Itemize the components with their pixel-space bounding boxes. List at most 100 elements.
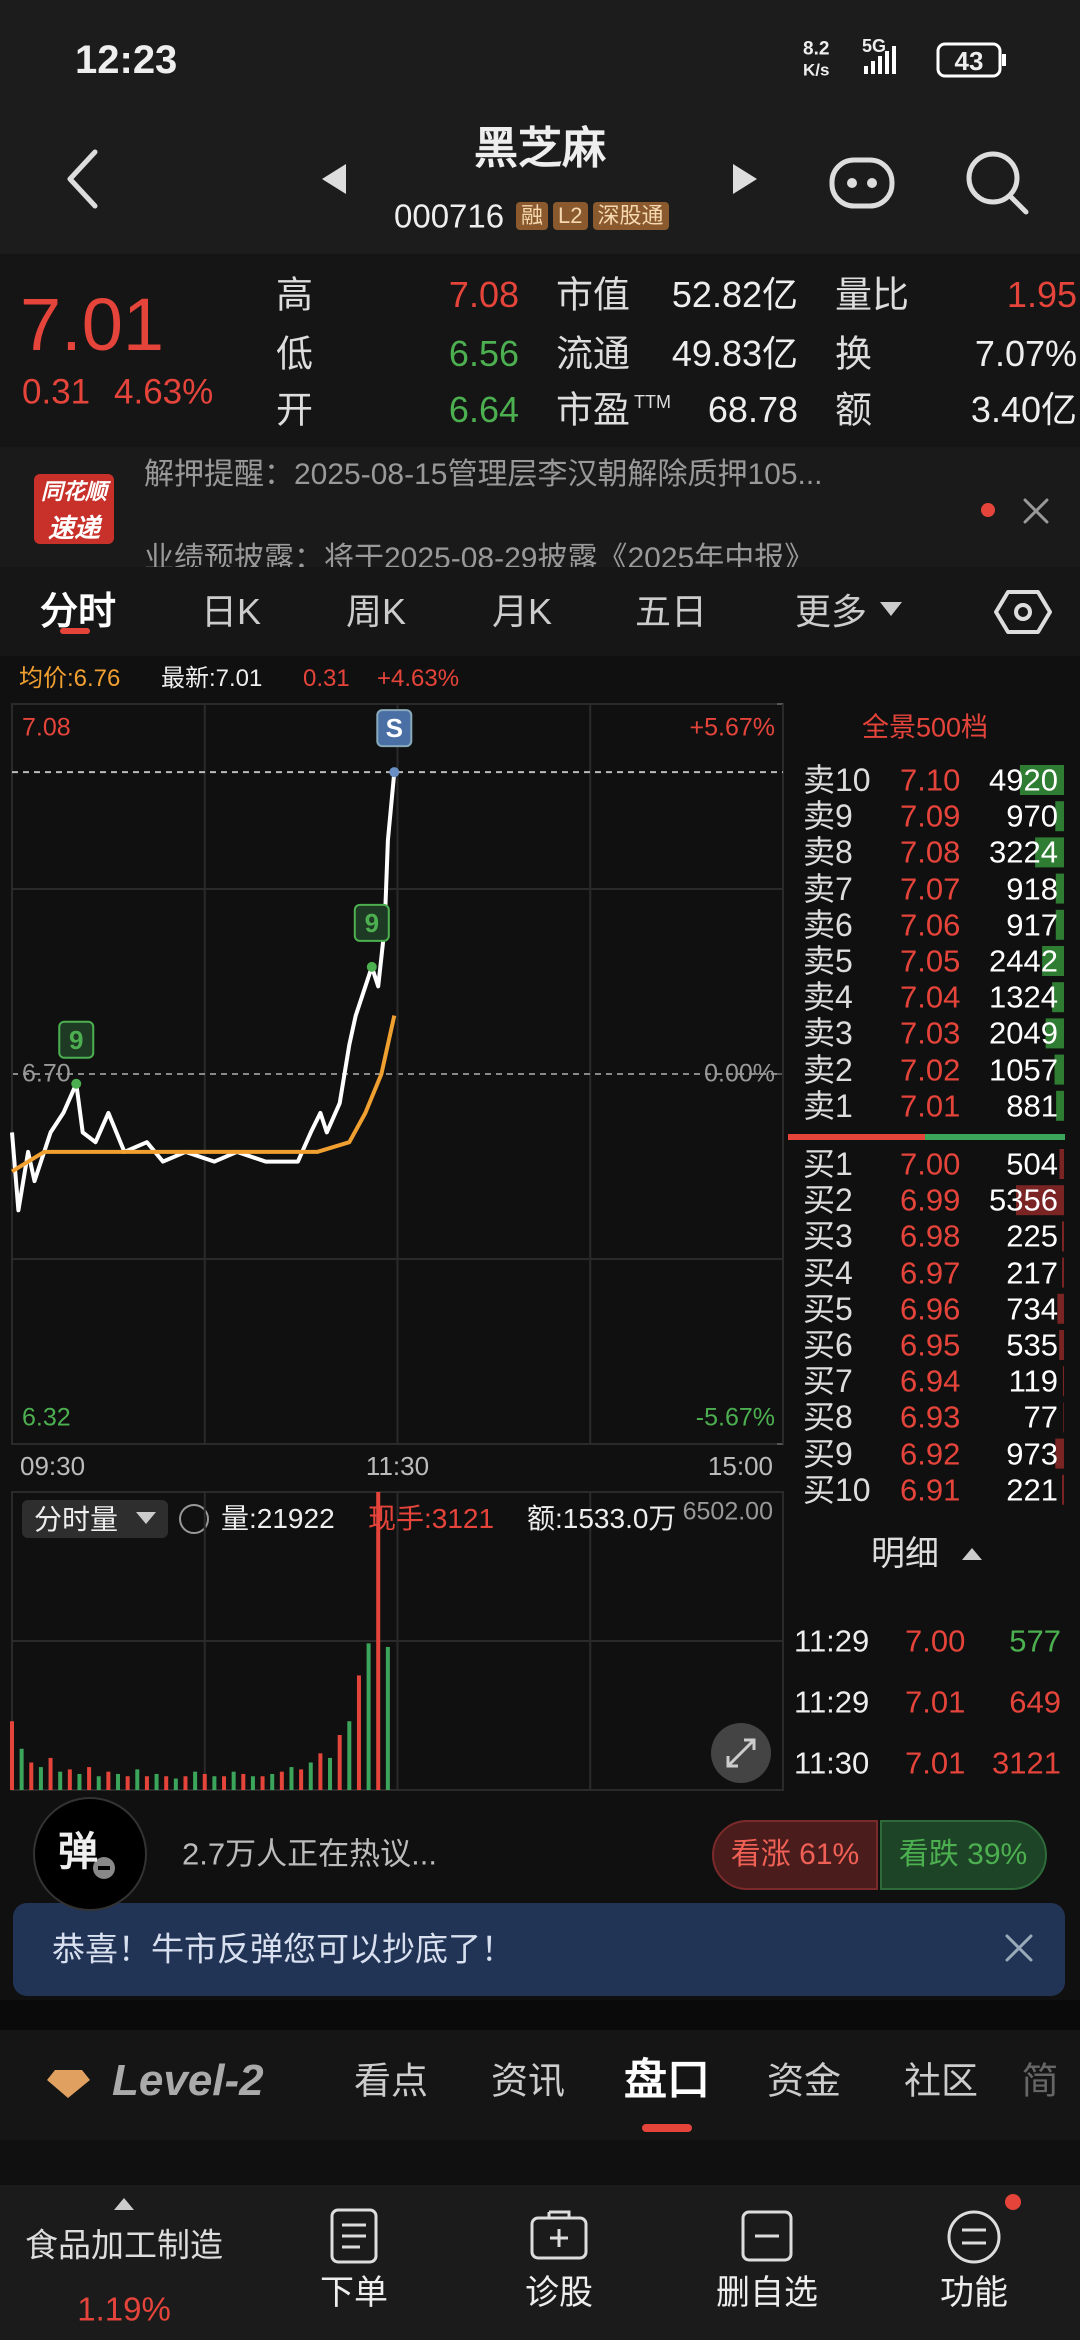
volume-bar <box>279 1771 284 1790</box>
avg-line <box>10 1015 397 1174</box>
sector-name[interactable]: 食品加工制造 <box>25 2226 223 2264</box>
stat-label: 流通 <box>556 333 630 375</box>
stat-label: 量比 <box>835 274 909 316</box>
book-price: 7.09 <box>900 798 961 834</box>
badges: 融 L2 深股通 <box>516 202 669 230</box>
book-volume: 77 <box>1023 1399 1058 1435</box>
y-tick-label: 6.32 <box>22 1403 71 1432</box>
volume-bar <box>231 1771 236 1790</box>
bear-pill[interactable] <box>880 1820 1047 1890</box>
depth-bar <box>1062 1474 1064 1505</box>
nav-item[interactable]: 功能 <box>940 2274 1008 2312</box>
chart-tab[interactable]: 日K <box>200 591 262 632</box>
book-price: 6.92 <box>900 1436 961 1472</box>
trade-volume: 577 <box>1009 1623 1061 1659</box>
next-stock[interactable] <box>733 164 757 194</box>
chart-tab[interactable]: 更多 <box>794 591 868 632</box>
y2-tick-label: 0.00% <box>704 1059 775 1088</box>
chart-tab[interactable]: 五日 <box>634 591 708 632</box>
volume-bar <box>385 1646 390 1790</box>
chart-tab[interactable]: 月K <box>491 591 553 632</box>
stat-label-sup: TTM <box>634 392 671 412</box>
trade-price: 7.00 <box>905 1623 966 1659</box>
marker-flag <box>353 903 390 942</box>
book-price: 7.01 <box>900 1088 961 1124</box>
volume-bar <box>38 1767 43 1790</box>
bear-vote[interactable]: 看跌 39% <box>898 1838 1028 1871</box>
trades-title[interactable]: 明细 <box>871 1535 939 1573</box>
bull-vote[interactable]: 看涨 61% <box>730 1838 860 1871</box>
signal <box>864 46 896 74</box>
battery-level: 43 <box>954 46 984 76</box>
book-volume: 3224 <box>989 834 1058 870</box>
banner-text: 恭喜！牛市反弹您可以抄底了！ <box>52 1930 514 1968</box>
chart-tab[interactable]: 周K <box>345 591 407 632</box>
section-tab[interactable]: 看点 <box>354 2060 428 2102</box>
book-volume: 1324 <box>989 979 1058 1015</box>
change: 0.31 <box>303 665 350 692</box>
volume-bar <box>222 1776 227 1790</box>
stat-value: 6.56 <box>448 333 519 374</box>
notice-item: 解押提醒：2025-08-15管理层李汉朝解除质押105... <box>144 458 823 491</box>
book-level: 卖2 <box>803 1051 853 1088</box>
section-tab[interactable]: 资金 <box>767 2060 841 2102</box>
y2-tick-label: +5.67% <box>689 713 776 742</box>
volume-bar <box>135 1769 140 1790</box>
volume-bar <box>10 1721 14 1790</box>
volume-bar <box>19 1748 24 1790</box>
book-price: 6.99 <box>900 1182 961 1218</box>
price-change-pct: 4.63% <box>114 372 214 412</box>
volume-bar <box>337 1735 342 1790</box>
depth-bar <box>1061 1221 1064 1252</box>
section-tab[interactable]: 资讯 <box>491 2060 565 2102</box>
discussion-text[interactable]: 2.7万人正在热议... <box>182 1836 437 1872</box>
volume-bar <box>193 1771 198 1790</box>
chart-tab[interactable]: 分时 <box>39 591 117 633</box>
brand-logo <box>34 474 114 544</box>
battery <box>936 42 1002 78</box>
detail-arrow <box>962 1548 982 1560</box>
section-tab[interactable]: Level-2 <box>112 2056 264 2105</box>
book-level: 卖9 <box>803 798 853 835</box>
back-icon[interactable] <box>67 149 98 209</box>
book-level: 买10 <box>803 1471 871 1508</box>
depth-bar <box>1016 1185 1064 1216</box>
volume-bar <box>173 1778 178 1790</box>
prev-stock[interactable] <box>322 164 346 194</box>
book-divider-ask <box>788 1134 925 1140</box>
robot-icon[interactable] <box>829 157 895 209</box>
volume-selector[interactable]: 分时量 <box>34 1504 119 1535</box>
book-price: 6.94 <box>900 1363 961 1399</box>
bottom-nav-bg <box>0 2185 1080 2340</box>
bull-pill[interactable] <box>712 1820 878 1890</box>
danmaku-badge[interactable] <box>33 1797 147 1911</box>
close-banner[interactable] <box>1005 1934 1033 1962</box>
marker-point <box>71 1078 82 1089</box>
nav-item[interactable]: 诊股 <box>525 2274 593 2312</box>
stat-label: 低 <box>276 333 313 375</box>
network: 5G <box>862 36 887 56</box>
book-volume: 734 <box>1006 1291 1058 1327</box>
section-tab[interactable]: 社区 <box>904 2060 978 2102</box>
volume-bar <box>376 1492 381 1790</box>
help-icon[interactable] <box>179 1504 209 1534</box>
x-tick-label: 09:30 <box>20 1451 86 1481</box>
depth-bar <box>1059 1149 1064 1179</box>
section-tab[interactable]: 简 <box>1021 2060 1059 2102</box>
section-tab[interactable]: 盘口 <box>624 2056 710 2105</box>
book-volume: 217 <box>1006 1255 1058 1291</box>
close-notice[interactable] <box>1023 498 1049 524</box>
book-price: 6.93 <box>900 1399 961 1435</box>
nav-item[interactable]: 下单 <box>320 2274 388 2312</box>
book-price: 7.10 <box>900 762 961 798</box>
book-volume: 5356 <box>989 1182 1058 1218</box>
settings-icon[interactable] <box>994 590 1052 634</box>
notice-item: 业绩预披露：将于2025-08-29披露《2025年中报》 <box>144 542 815 568</box>
nav-item[interactable]: 删自选 <box>716 2274 818 2312</box>
change-pct: +4.63% <box>377 665 460 692</box>
net-speed-unit: K/s <box>803 60 830 80</box>
depth-bar <box>1045 1018 1064 1049</box>
search-icon[interactable] <box>966 151 1020 205</box>
notice[interactable]: 解押提醒：2025-08-15管理层李汉朝解除质押105... 业绩预披露：将于2… <box>140 447 960 568</box>
volume-bar <box>366 1643 371 1790</box>
